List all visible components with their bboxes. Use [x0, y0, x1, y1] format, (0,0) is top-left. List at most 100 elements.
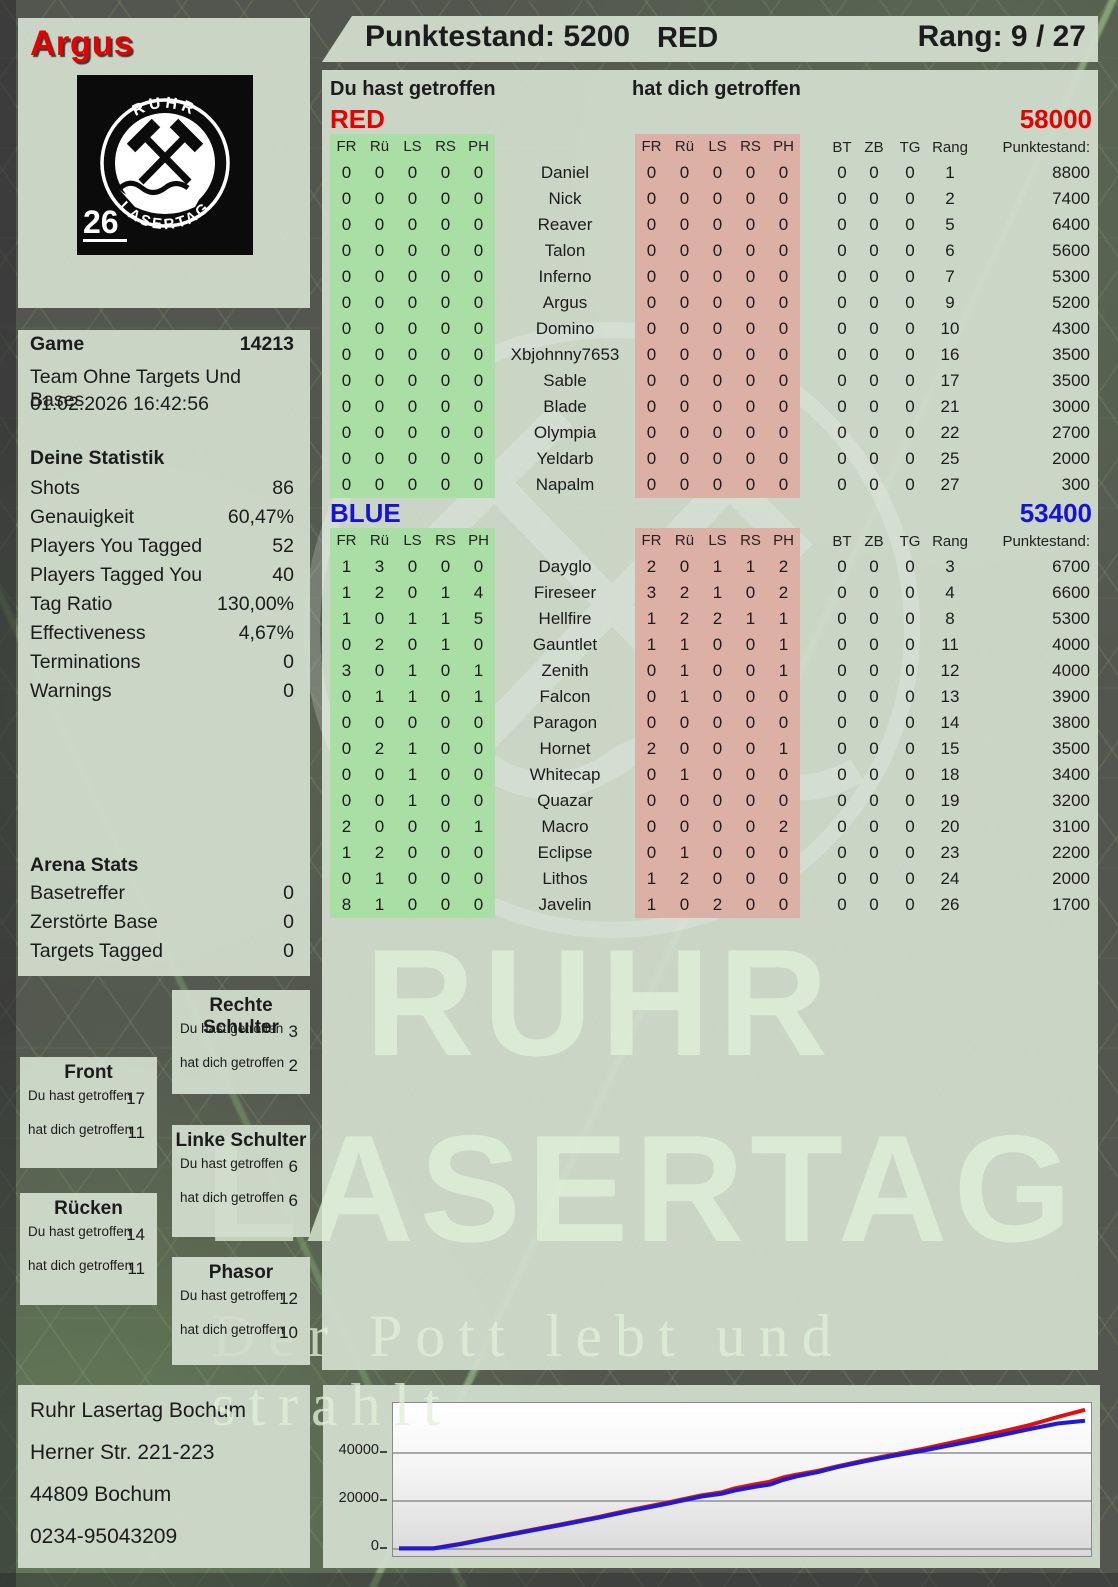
- cell-them-hit: 1: [635, 892, 668, 918]
- cell-them-hit: 0: [701, 212, 734, 238]
- cell-them-hit: 2: [767, 814, 800, 840]
- col-header-them: LS: [701, 528, 734, 554]
- cell-you-hit: 0: [429, 866, 462, 892]
- cell-you-hit: 0: [396, 446, 429, 472]
- score-chart-plot: [392, 1402, 1092, 1557]
- cell-you-hit: 3: [330, 658, 363, 684]
- cell-bt: 0: [837, 319, 847, 338]
- cell-you-hit: 0: [396, 212, 429, 238]
- cell-you-hit: 0: [330, 472, 363, 498]
- cell-them-hit: 0: [668, 316, 701, 342]
- cell-you-hit: 1: [462, 814, 495, 840]
- address-line: Herner Str. 221-223: [30, 1441, 215, 1464]
- player-row: 0 0 0 0 0 Inferno 0 0 0 0 0 0 0 0 7 5300: [330, 264, 1090, 290]
- part-you-value: 3: [288, 1022, 298, 1041]
- cell-them-hit: 2: [767, 554, 800, 580]
- cell-them-hit: 0: [767, 420, 800, 446]
- address-line: 0234-95043209: [30, 1525, 178, 1548]
- cell-them-hit: 0: [635, 212, 668, 238]
- cell-tg: 0: [905, 319, 915, 338]
- cell-bt: 0: [837, 713, 847, 732]
- cell-player-name: Dayglo: [538, 557, 592, 576]
- cell-you-hit: 0: [363, 472, 396, 498]
- player-row: 0 0 0 0 0 Xbjohnny7653 0 0 0 0 0 0 0 0 16 3500: [330, 342, 1090, 368]
- column-header-row: FR Rü LS RS PH FR Rü LS RS PH BT ZB TG Rang Punktestan…: [330, 134, 1090, 160]
- cell-you-hit: 0: [462, 736, 495, 762]
- cell-them-hit: 2: [668, 606, 701, 632]
- cell-them-hit: 1: [668, 632, 701, 658]
- col-header-points: Punktestand:: [1002, 138, 1090, 156]
- hits-column-labels: Du hast getroffen hat dich getroffen: [322, 78, 1098, 104]
- cell-rang: 27: [940, 475, 960, 494]
- col-header-you: FR: [330, 528, 363, 554]
- col-header-you: FR: [330, 134, 363, 160]
- cell-zb: 0: [869, 791, 879, 810]
- col-header-them: PH: [767, 134, 800, 160]
- cell-them-hit: 0: [767, 212, 800, 238]
- cell-player-name: Macro: [541, 817, 589, 836]
- cell-points: 4300: [1052, 319, 1090, 338]
- cell-you-hit: 0: [462, 316, 495, 342]
- player-row: 0 0 0 0 0 Argus 0 0 0 0 0 0 0 0 9 5200: [330, 290, 1090, 316]
- cell-you-hit: 0: [462, 186, 495, 212]
- cell-tg: 0: [905, 267, 915, 286]
- cell-you-hit: 0: [396, 866, 429, 892]
- cell-you-hit: 0: [396, 840, 429, 866]
- player-row: 1 0 1 1 5 Hellfire 1 2 2 1 1 0 0 0 8 5300: [330, 606, 1090, 632]
- cell-them-hit: 0: [734, 342, 767, 368]
- cell-rang: 22: [940, 423, 960, 442]
- cell-bt: 0: [837, 817, 847, 836]
- col-header-you: LS: [396, 134, 429, 160]
- part-you-label: Du hast getroffen: [180, 1021, 284, 1036]
- cell-zb: 0: [869, 345, 879, 364]
- cell-you-hit: 0: [429, 342, 462, 368]
- cell-points: 5300: [1052, 267, 1090, 286]
- cell-bt: 0: [837, 189, 847, 208]
- stat-label: Effectiveness: [30, 622, 146, 644]
- cell-player-name: Zenith: [541, 661, 589, 680]
- cell-tg: 0: [905, 293, 915, 312]
- cell-you-hit: 2: [363, 580, 396, 606]
- cell-you-hit: 0: [363, 342, 396, 368]
- cell-you-hit: 1: [363, 866, 396, 892]
- cell-points: 5200: [1052, 293, 1090, 312]
- col-header-them: FR: [635, 528, 668, 554]
- cell-bt: 0: [837, 687, 847, 706]
- cell-rang: 24: [940, 869, 960, 888]
- cell-you-hit: 0: [363, 814, 396, 840]
- cell-you-hit: 0: [396, 472, 429, 498]
- team-score: 53400: [1019, 498, 1092, 528]
- part-them-value: 2: [288, 1056, 298, 1075]
- team-header: BLUE 53400: [330, 498, 1092, 528]
- col-header-you: Rü: [363, 528, 396, 554]
- part-title: Front: [64, 1062, 113, 1083]
- cell-bt: 0: [837, 609, 847, 628]
- cell-them-hit: 1: [668, 840, 701, 866]
- player-row: 0 0 0 0 0 Yeldarb 0 0 0 0 0 0 0 0 25 2000: [330, 446, 1090, 472]
- cell-tg: 0: [905, 635, 915, 654]
- cell-them-hit: 0: [635, 446, 668, 472]
- part-you-row: Du hast getroffen 6: [180, 1156, 298, 1176]
- y-tick-label: 20000: [327, 1490, 387, 1506]
- part-them-row: hat dich getroffen 11: [28, 1258, 145, 1278]
- cell-player-name: Reaver: [537, 215, 593, 234]
- cell-you-hit: 0: [330, 736, 363, 762]
- cell-them-hit: 0: [734, 840, 767, 866]
- cell-you-hit: 0: [330, 394, 363, 420]
- cell-points: 2700: [1052, 423, 1090, 442]
- part-you-label: Du hast getroffen: [180, 1156, 284, 1171]
- team-section-red: RED 58000 FR Rü LS RS PH FR Rü LS RS PH BT ZB TG Rang Pu…: [330, 104, 1092, 498]
- y-tick-label: 0: [327, 1538, 387, 1554]
- cell-them-hit: 0: [668, 710, 701, 736]
- cell-rang: 11: [941, 635, 959, 654]
- cell-them-hit: 0: [734, 394, 767, 420]
- y-tick-mark: [380, 1547, 387, 1549]
- cell-you-hit: 0: [396, 238, 429, 264]
- cell-them-hit: 0: [701, 472, 734, 498]
- cell-rang: 12: [940, 661, 960, 680]
- cell-them-hit: 0: [767, 160, 800, 186]
- cell-them-hit: 2: [668, 866, 701, 892]
- stat-label: Players You Tagged: [30, 535, 203, 557]
- part-you-value: 6: [288, 1157, 298, 1176]
- cell-you-hit: 0: [363, 160, 396, 186]
